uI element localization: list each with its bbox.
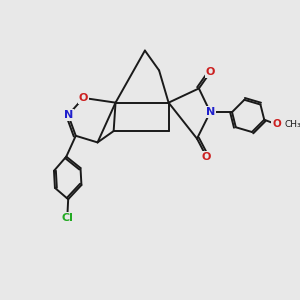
Text: CH₃: CH₃	[284, 120, 300, 129]
Text: O: O	[206, 67, 215, 77]
Text: O: O	[272, 119, 281, 129]
Text: O: O	[79, 93, 88, 103]
Text: Cl: Cl	[61, 213, 73, 223]
Text: O: O	[202, 152, 211, 162]
Text: N: N	[64, 110, 73, 120]
Text: N: N	[206, 107, 215, 117]
